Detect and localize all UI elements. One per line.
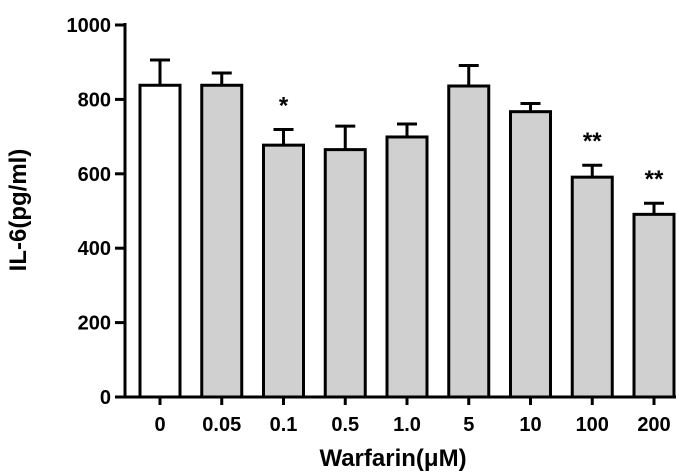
significance-marker-8: ** xyxy=(645,166,664,193)
error-bar-6 xyxy=(520,101,541,112)
bar-5 xyxy=(447,84,491,399)
error-bar-0 xyxy=(150,58,170,86)
tick-labels-layer: 0 0.05 0.1 0.5 1.0 5 10 100 200 0 200 400 600 800 1000 xyxy=(67,15,671,436)
y-tick-label-4: 800 xyxy=(78,89,111,111)
significance-layer: ***** xyxy=(279,93,664,194)
error-bars-layer xyxy=(150,58,664,215)
x-tick-label-6: 10 xyxy=(519,414,541,436)
bar-6 xyxy=(509,110,552,399)
bar-7 xyxy=(570,175,614,399)
error-bar-4 xyxy=(397,122,417,137)
bar-0 xyxy=(138,83,182,399)
error-bar-1 xyxy=(211,71,232,86)
error-bar-7 xyxy=(582,163,603,178)
significance-marker-2: * xyxy=(279,93,289,120)
y-tick-label-5: 1000 xyxy=(67,15,112,37)
bar-3 xyxy=(323,148,367,399)
x-tick-label-8: 200 xyxy=(637,414,670,436)
y-tick-label-2: 400 xyxy=(78,238,111,260)
x-tick-label-3: 0.5 xyxy=(331,414,359,436)
significance-marker-7: ** xyxy=(583,128,602,155)
x-tick-label-5: 5 xyxy=(463,414,474,436)
y-tick-label-1: 200 xyxy=(78,313,111,335)
x-tick-label-2: 0.1 xyxy=(270,414,298,436)
y-tick-label-3: 600 xyxy=(78,164,111,186)
error-bar-5 xyxy=(458,64,479,87)
x-tick-label-0: 0 xyxy=(154,414,165,436)
x-axis-label: Warfarin(μM) xyxy=(319,445,466,472)
bar-8 xyxy=(632,212,676,399)
y-axis-label: IL-6(pg/ml) xyxy=(5,149,32,272)
error-bar-2 xyxy=(273,128,294,146)
error-bar-8 xyxy=(644,201,664,215)
bar-4 xyxy=(385,135,429,399)
error-bar-3 xyxy=(335,124,356,150)
bar-1 xyxy=(200,83,244,399)
x-tick-label-1: 0.05 xyxy=(202,414,241,436)
axes-layer xyxy=(115,23,676,405)
x-tick-label-7: 100 xyxy=(576,414,609,436)
x-tick-label-4: 1.0 xyxy=(393,414,421,436)
y-tick-label-0: 0 xyxy=(100,387,111,409)
bar-2 xyxy=(262,143,305,399)
